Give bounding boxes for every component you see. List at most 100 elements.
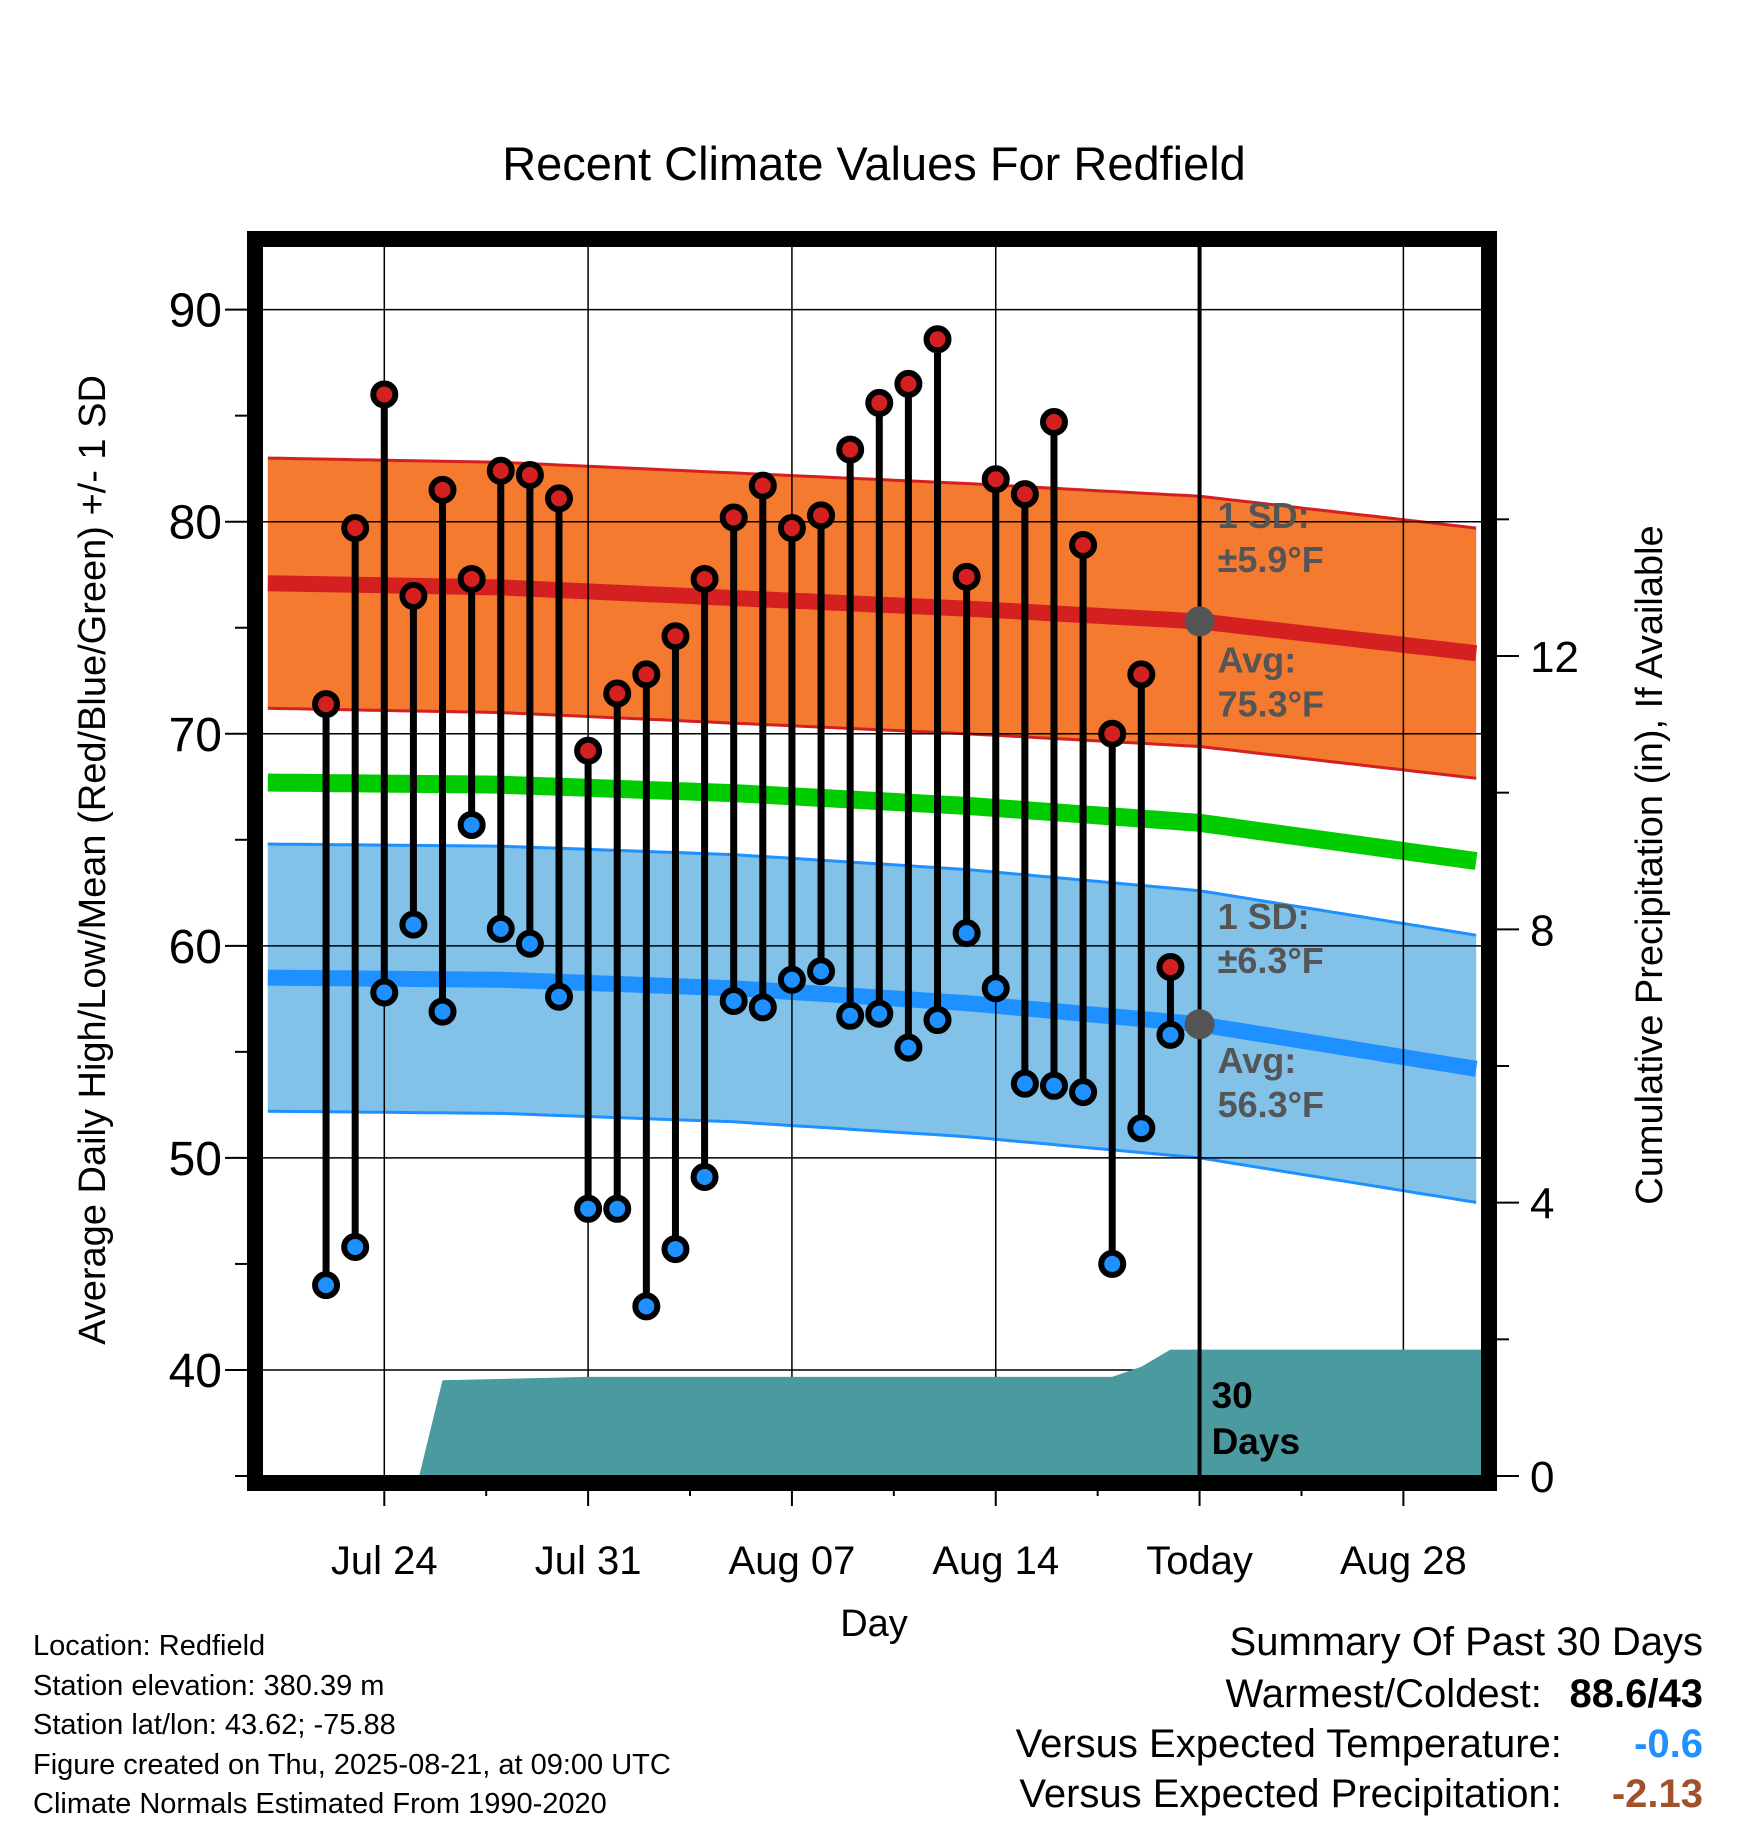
observed-high-point [807, 501, 836, 530]
observed-low-point [777, 965, 806, 994]
observed-low-point [748, 993, 777, 1022]
observed-high-point [1098, 719, 1127, 748]
summary-title: Summary Of Past 30 Days [1229, 1620, 1703, 1664]
observed-high-point [981, 465, 1010, 494]
high-sd-annotation: 1 SD: [1218, 495, 1310, 536]
observed-high-point [661, 622, 690, 651]
y2-tick-label: 12 [1530, 633, 1579, 682]
summary-temp: Versus Expected Temperature: -0.6 [1016, 1722, 1703, 1767]
x-tick-label: Aug 14 [932, 1539, 1059, 1583]
y2-tick-label: 0 [1530, 1453, 1554, 1502]
observed-low-point [923, 1006, 952, 1035]
today-days-label: 30 [1212, 1375, 1253, 1416]
y-tick-label: 40 [169, 1345, 222, 1398]
observed-low-point [1127, 1114, 1156, 1143]
summary-precip: Versus Expected Precipitation: -2.13 [1019, 1772, 1703, 1817]
observed-low-point [1010, 1069, 1039, 1098]
observed-high-point [574, 736, 603, 765]
observed-low-point [515, 929, 544, 958]
y2-axis-label: Cumulative Precipitation (in), If Availa… [1629, 525, 1671, 1204]
y2-tick-label: 8 [1530, 906, 1554, 955]
observed-low-point [341, 1232, 370, 1261]
observed-high-point [690, 564, 719, 593]
y-axis-label: Average Daily High/Low/Mean (Red/Blue/Gr… [72, 375, 114, 1345]
observed-high-point [428, 475, 457, 504]
observed-low-point [661, 1235, 690, 1264]
observed-low-point [865, 999, 894, 1028]
high-avg-annotation: Avg: [1218, 639, 1297, 680]
observed-high-point [486, 456, 515, 485]
observed-high-point [894, 369, 923, 398]
x-tick-label: Jul 24 [331, 1539, 438, 1583]
observed-high-point [544, 484, 573, 513]
summary-temp-value: -0.6 [1634, 1722, 1703, 1766]
observed-low-point [312, 1271, 341, 1300]
observed-low-point [894, 1033, 923, 1062]
y-tick-label: 90 [169, 285, 222, 338]
today-high-avg-dot [1184, 606, 1215, 637]
normal-high-sd-band [267, 458, 1477, 779]
observed-high-point [341, 514, 370, 543]
observed-low-point [457, 810, 486, 839]
observed-high-point [865, 388, 894, 417]
summary-warm-cold-label: Warmest/Coldest: [1225, 1672, 1542, 1716]
chart-title: Recent Climate Values For Redfield [502, 137, 1246, 190]
observed-temperatures [312, 325, 1185, 1321]
summary-warm-cold: Warmest/Coldest: 88.6/43 [1226, 1672, 1704, 1717]
y2-tick-label: 4 [1530, 1180, 1554, 1229]
info-elevation: Station elevation: 380.39 m [33, 1670, 385, 1702]
info-created: Figure created on Thu, 2025-08-21, at 09… [33, 1749, 671, 1781]
observed-high-point [399, 581, 428, 610]
observed-low-point [544, 982, 573, 1011]
low-sd-annotation: ±6.3°F [1218, 940, 1324, 981]
info-location: Location: Redfield [33, 1630, 266, 1662]
today-marker: 30 Days [1197, 246, 1300, 1476]
summary-warm-cold-value: 88.6/43 [1569, 1672, 1703, 1716]
observed-low-point [486, 914, 515, 943]
observed-low-point [719, 986, 748, 1015]
plot-border [247, 231, 1497, 1491]
observed-low-point [1098, 1249, 1127, 1278]
high-sd-annotation: ±5.9°F [1218, 539, 1324, 580]
summary-precip-value: -2.13 [1611, 1772, 1703, 1816]
summary-temp-label: Versus Expected Temperature: [1015, 1722, 1562, 1766]
x-axis-label: Day [840, 1603, 908, 1645]
observed-low-point [836, 1001, 865, 1030]
y-tick-label: 60 [169, 921, 222, 974]
observed-high-point [1069, 531, 1098, 560]
axes: 40 50 60 70 80 90 0 4 8 12 Jul 24 Jul 31 Aug 07 Aug 1… [169, 285, 1579, 1583]
high-avg-annotation: 75.3°F [1218, 683, 1324, 724]
observed-high-point [1039, 408, 1068, 437]
observed-low-point [574, 1194, 603, 1223]
plot-frame [247, 231, 1497, 1491]
observed-low-point [981, 974, 1010, 1003]
observed-low-point [1156, 1020, 1185, 1049]
observed-low-point [807, 957, 836, 986]
low-sd-annotation: 1 SD: [1218, 896, 1310, 937]
observed-high-point [1127, 660, 1156, 689]
today-low-avg-dot [1184, 1009, 1215, 1040]
normal-low-lower-edge [267, 1109, 1477, 1204]
observed-high-point [312, 690, 341, 719]
precipitation-area [262, 1349, 1482, 1476]
y-tick-label: 80 [169, 497, 222, 550]
info-normals: Climate Normals Estimated From 1990-2020 [33, 1788, 607, 1820]
x-tick-label: Today [1146, 1539, 1253, 1583]
observed-low-point [1069, 1078, 1098, 1107]
observed-high-point [457, 564, 486, 593]
observed-high-point [515, 461, 544, 490]
y-tick-label: 70 [169, 709, 222, 762]
observed-high-point [748, 471, 777, 500]
normal-high-upper-edge [267, 456, 1477, 530]
x-tick-label: Jul 31 [535, 1539, 642, 1583]
observed-low-point [632, 1292, 661, 1321]
normal-low-upper-edge [267, 842, 1477, 937]
observed-high-point [952, 562, 981, 591]
observed-low-point [399, 910, 428, 939]
observed-low-point [1039, 1071, 1068, 1100]
observed-high-point [1156, 953, 1185, 982]
observed-high-point [1010, 480, 1039, 509]
observed-high-point [632, 660, 661, 689]
observed-high-point [719, 503, 748, 532]
